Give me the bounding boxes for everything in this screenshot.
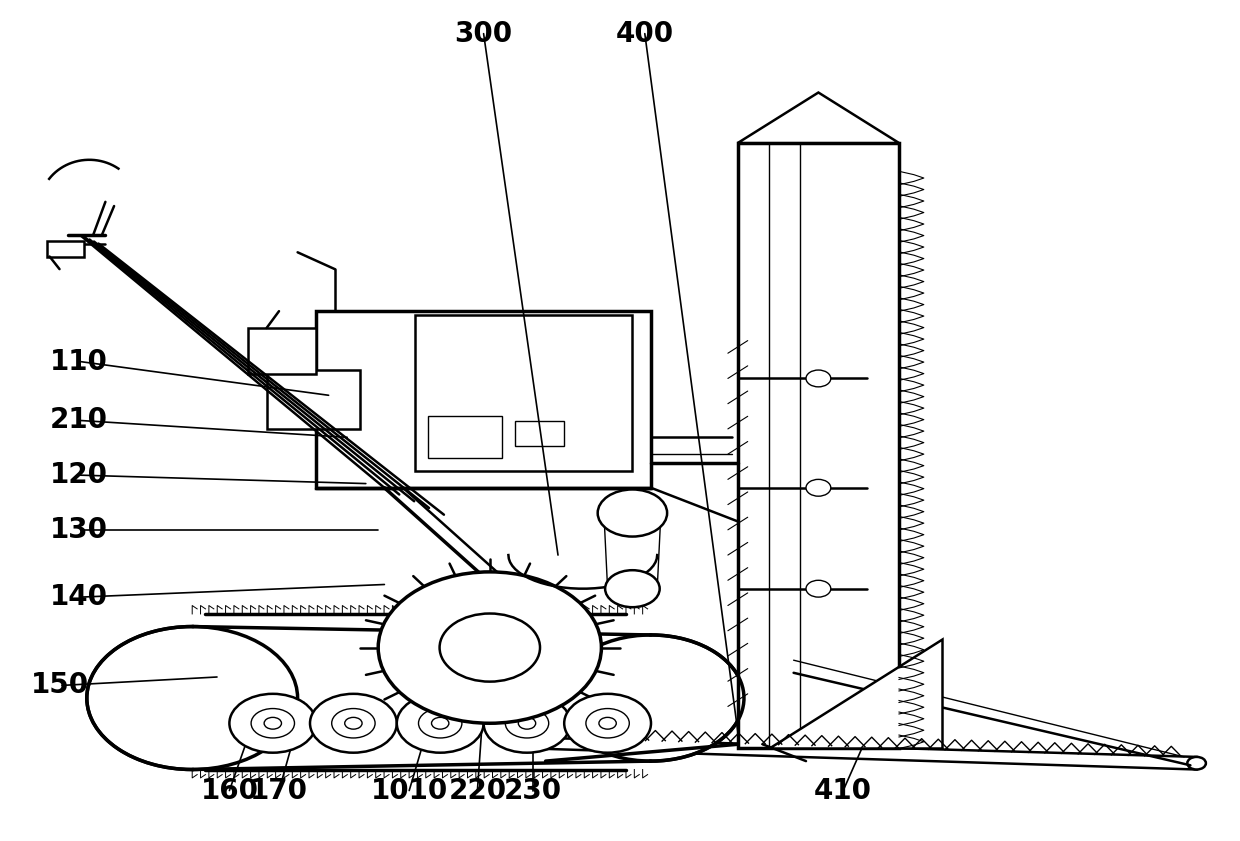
Bar (316, 311, 651, 488)
Circle shape (506, 708, 549, 738)
Circle shape (419, 708, 461, 738)
Text: 300: 300 (455, 19, 512, 48)
Text: 120: 120 (50, 461, 108, 489)
Text: 110: 110 (50, 347, 108, 376)
Bar (515, 420, 564, 446)
Circle shape (518, 717, 536, 729)
Circle shape (250, 708, 295, 738)
Circle shape (598, 489, 667, 537)
Circle shape (310, 694, 397, 753)
Circle shape (806, 370, 831, 387)
Circle shape (264, 717, 281, 729)
Text: 400: 400 (616, 19, 673, 48)
Text: 1010: 1010 (371, 776, 448, 805)
Circle shape (605, 570, 660, 607)
Circle shape (378, 572, 601, 723)
Text: 140: 140 (50, 583, 108, 611)
Circle shape (345, 717, 362, 729)
Circle shape (87, 627, 298, 770)
Circle shape (558, 635, 744, 761)
Polygon shape (769, 639, 942, 748)
Text: 210: 210 (50, 406, 108, 435)
Text: 150: 150 (31, 671, 89, 700)
Circle shape (1188, 757, 1205, 770)
Circle shape (585, 708, 630, 738)
Circle shape (397, 694, 484, 753)
Polygon shape (533, 738, 1197, 770)
Bar (415, 315, 632, 471)
Text: 410: 410 (815, 776, 872, 805)
Bar (267, 370, 360, 429)
Text: 160: 160 (201, 776, 258, 805)
Text: 230: 230 (505, 776, 562, 805)
Circle shape (564, 694, 651, 753)
Bar (738, 143, 899, 748)
Text: 220: 220 (449, 776, 506, 805)
Text: 170: 170 (250, 776, 308, 805)
Circle shape (599, 717, 616, 729)
Circle shape (432, 717, 449, 729)
Polygon shape (738, 93, 899, 143)
Bar (428, 416, 502, 458)
Circle shape (440, 614, 541, 681)
Circle shape (806, 580, 831, 597)
Text: 130: 130 (50, 516, 108, 544)
Bar (47, 241, 84, 257)
Circle shape (484, 694, 570, 753)
Circle shape (332, 708, 374, 738)
Circle shape (229, 694, 316, 753)
Bar (248, 328, 316, 374)
Circle shape (806, 479, 831, 496)
